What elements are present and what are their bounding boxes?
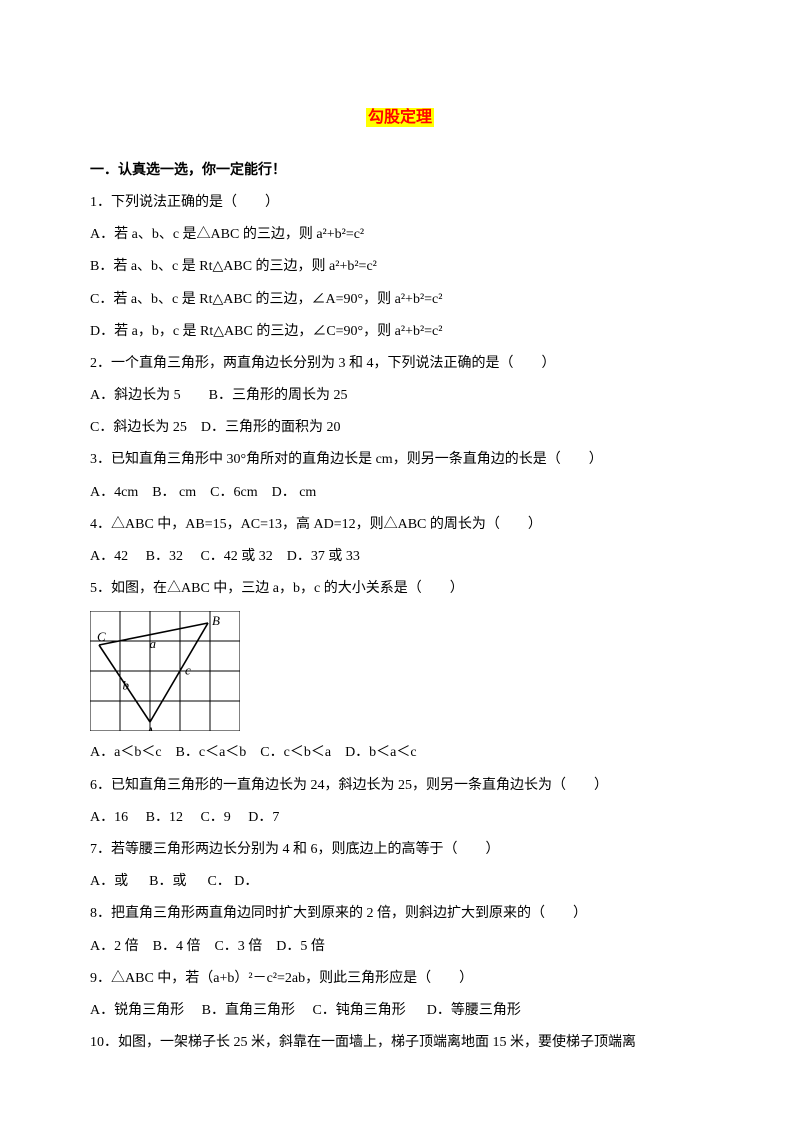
section-header: 一．认真选一选，你一定能行！ [90, 155, 710, 187]
q1-option-c: C．若 a、b、c 是 Rt△ABC 的三边，∠A=90°，则 a²+b²=c² [90, 284, 710, 316]
q9-stem: 9．△ABC 中，若（a+b）²－c²=2ab，则此三角形应是（ ） [90, 963, 710, 995]
q4-options: A．42 B．32 C．42 或 32 D．37 或 33 [90, 541, 710, 573]
q2-options-ab: A．斜边长为 5 B．三角形的周长为 25 [90, 380, 710, 412]
q1-option-b: B．若 a、b、c 是 Rt△ABC 的三边，则 a²+b²=c² [90, 251, 710, 283]
svg-text:B: B [212, 613, 220, 628]
q5-stem: 5．如图，在△ABC 中，三边 a，b，c 的大小关系是（ ） [90, 573, 710, 605]
q5-options: A．a＜b＜c B．c＜a＜b C．c＜b＜a D．b＜a＜c [90, 737, 710, 769]
page-title: 勾股定理 [90, 100, 710, 137]
q2-options-cd: C．斜边长为 25 D．三角形的面积为 20 [90, 412, 710, 444]
q8-stem: 8．把直角三角形两直角边同时扩大到原来的 2 倍，则斜边扩大到原来的（ ） [90, 898, 710, 930]
svg-text:A: A [145, 724, 154, 731]
q1-stem: 1．下列说法正确的是（ ） [90, 187, 710, 219]
q9-options: A．锐角三角形 B．直角三角形 C．钝角三角形 D．等腰三角形 [90, 995, 710, 1027]
svg-text:a: a [150, 636, 157, 651]
q7-stem: 7．若等腰三角形两边长分别为 4 和 6，则底边上的高等于（ ） [90, 834, 710, 866]
q3-options: A．4cm B． cm C．6cm D． cm [90, 477, 710, 509]
q3-stem: 3．已知直角三角形中 30°角所对的直角边长是 cm，则另一条直角边的长是（ ） [90, 444, 710, 476]
q2-stem: 2．一个直角三角形，两直角边长分别为 3 和 4，下列说法正确的是（ ） [90, 348, 710, 380]
q6-options: A．16 B．12 C．9 D．7 [90, 802, 710, 834]
q7-options: A．或 B．或 C． D． [90, 866, 710, 898]
q10-stem: 10．如图，一架梯子长 25 米，斜靠在一面墙上，梯子顶端离地面 15 米，要使… [90, 1027, 710, 1059]
q1-option-d: D．若 a，b，c 是 Rt△ABC 的三边，∠C=90°，则 a²+b²=c² [90, 316, 710, 348]
q1-option-a: A．若 a、b、c 是△ABC 的三边，则 a²+b²=c² [90, 219, 710, 251]
q8-options: A．2 倍 B．4 倍 C．3 倍 D．5 倍 [90, 931, 710, 963]
q5-diagram: B C Aa c b [90, 611, 710, 731]
q6-stem: 6．已知直角三角形的一直角边长为 24，斜边长为 25，则另一条直角边长为（ ） [90, 770, 710, 802]
svg-text:b: b [123, 678, 130, 693]
svg-text:C: C [97, 629, 106, 644]
svg-text:c: c [185, 663, 191, 678]
q4-stem: 4．△ABC 中，AB=15，AC=13，高 AD=12，则△ABC 的周长为（… [90, 509, 710, 541]
